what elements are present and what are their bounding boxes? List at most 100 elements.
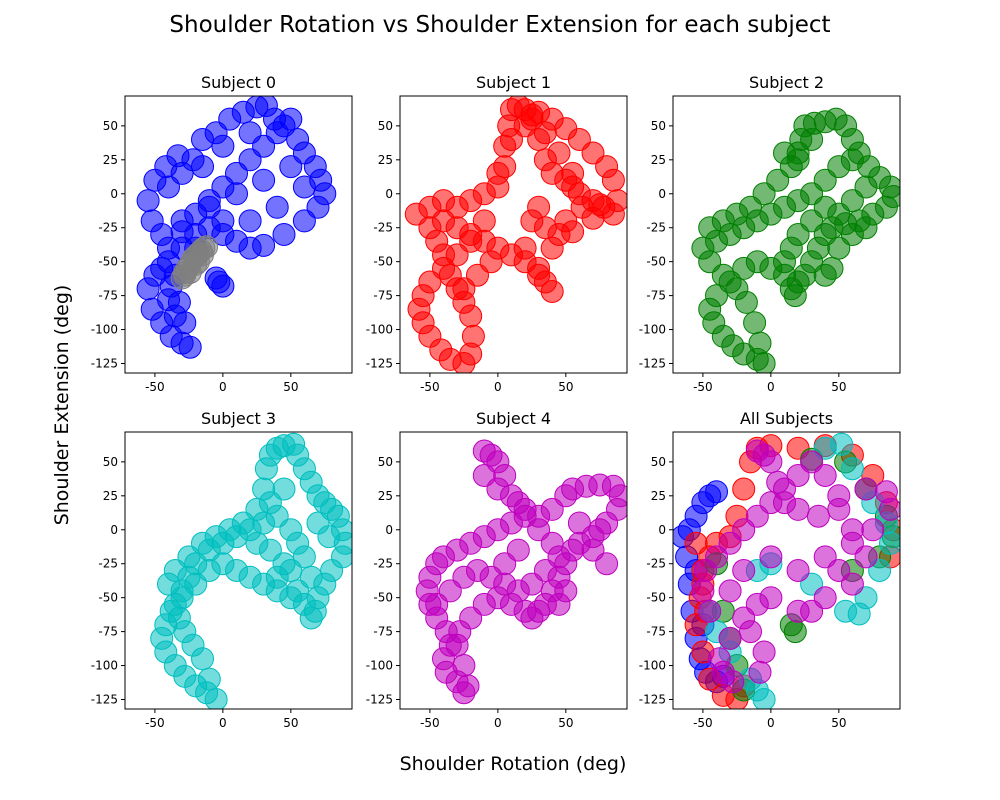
- data-point-s0-80: [520, 103, 544, 127]
- data-point-s0-31: [136, 277, 160, 301]
- figure-xlabel: Shoulder Rotation (deg): [399, 753, 627, 775]
- data-point-s0-73: [854, 216, 878, 240]
- y-tick-label: -50: [373, 255, 393, 269]
- y-tick-label: -75: [373, 289, 393, 303]
- y-tick-label: -75: [646, 289, 666, 303]
- y-tick-label: 0: [385, 523, 393, 537]
- y-tick-label: 25: [378, 489, 393, 503]
- y-tick-label: 25: [103, 489, 118, 503]
- data-point-s4-41: [732, 559, 756, 582]
- data-point-s4-35: [813, 464, 837, 487]
- data-point-s0-68: [245, 531, 269, 555]
- data-point-s2-12: [783, 620, 807, 644]
- y-tick-label: -100: [366, 323, 393, 337]
- data-point-s0-20: [292, 209, 316, 233]
- x-tick-label: -50: [693, 380, 713, 394]
- y-tick-label: 50: [651, 455, 666, 469]
- y-tick-label: 0: [110, 187, 118, 201]
- data-point-s0-33: [486, 175, 510, 199]
- data-point-s0-52: [211, 134, 235, 158]
- axes-frame: [124, 431, 353, 710]
- y-tick-label: -50: [98, 591, 118, 605]
- data-point-s3-8: [840, 457, 864, 481]
- x-tick-label: -50: [145, 716, 165, 730]
- x-tick-label: 0: [767, 716, 775, 730]
- data-point-s0-44: [743, 311, 767, 335]
- data-point-s1-13: [732, 477, 756, 501]
- data-point-s0-42: [752, 352, 776, 373]
- data-point-s0-69: [163, 304, 187, 328]
- x-tick-label: 50: [831, 380, 846, 394]
- x-tick-label: 50: [558, 716, 573, 730]
- figure-title: Shoulder Rotation vs Shoulder Extension …: [169, 12, 831, 38]
- y-tick-label: 0: [385, 187, 393, 201]
- data-point-s0-68: [527, 195, 551, 219]
- y-tick-label: -125: [639, 356, 666, 370]
- data-point-s0-83: [452, 277, 476, 301]
- scatter-points: [150, 432, 352, 709]
- y-tick-label: -25: [646, 221, 666, 235]
- data-point-s4-11: [861, 518, 885, 542]
- data-point-s0-76: [272, 477, 296, 501]
- axes-frame: [399, 431, 628, 710]
- x-tick-label: 50: [831, 716, 846, 730]
- scatter-points: [136, 96, 337, 359]
- y-tick-label: -50: [646, 255, 666, 269]
- y-tick-label: 25: [378, 153, 393, 167]
- data-point-s4-8: [854, 477, 878, 501]
- subplot-5: All Subjects -50 0 50 -125 -100 -75 -50 -25 0 25 50: [639, 409, 901, 730]
- y-tick-label: 25: [651, 153, 666, 167]
- y-tick-label: -25: [373, 557, 393, 571]
- data-point-s4-20: [718, 626, 742, 650]
- data-point-s0-65: [527, 263, 551, 287]
- data-point-s0-68: [595, 552, 619, 576]
- y-tick-label: -125: [91, 692, 118, 706]
- data-point-s0-77: [786, 148, 810, 172]
- x-tick-label: 0: [219, 380, 227, 394]
- subplot-1: Subject 1 -50 0 50 -125 -100 -75 -50 -25 0 25 50: [366, 73, 628, 394]
- y-tick-label: -100: [639, 323, 666, 337]
- data-point-s0-43: [748, 331, 772, 355]
- data-point-s4-47: [854, 545, 878, 569]
- subplot-2: Subject 2 -50 0 50 -125 -100 -75 -50 -25 0 25 50: [639, 73, 901, 394]
- y-tick-label: -100: [91, 659, 118, 673]
- axes-frame: [399, 95, 628, 374]
- y-tick-label: 50: [103, 119, 118, 133]
- data-point-s0-21: [272, 223, 296, 246]
- data-point-s4-37: [840, 518, 864, 542]
- y-tick-label: 25: [103, 153, 118, 167]
- subplot-4: Subject 4 -50 0 50 -125 -100 -75 -50 -25 0 25 50: [366, 409, 628, 730]
- data-point-s4-5: [786, 497, 810, 521]
- axes-frame: [672, 95, 901, 374]
- y-tick-label: 50: [103, 455, 118, 469]
- data-point-s0-73: [561, 220, 585, 244]
- data-point-s0-53: [191, 155, 214, 179]
- data-point-s0-70: [317, 525, 341, 549]
- y-tick-label: -125: [366, 692, 393, 706]
- data-point-s0-60: [252, 168, 276, 192]
- subplot-title: Subject 4: [476, 409, 551, 428]
- y-tick-label: -100: [639, 659, 666, 673]
- data-point-s0-60: [840, 148, 864, 172]
- data-point-s4-10: [879, 497, 900, 521]
- data-point-s0-74: [163, 559, 187, 582]
- data-point-s0-77: [561, 161, 585, 185]
- y-tick-label: -75: [646, 625, 666, 639]
- x-tick-label: -50: [145, 380, 165, 394]
- data-point-s4-36: [827, 497, 851, 521]
- data-point-s4-16: [786, 599, 810, 623]
- data-point-s3-11: [879, 531, 900, 555]
- data-point-s0-64: [238, 209, 262, 233]
- y-tick-label: -75: [373, 625, 393, 639]
- data-point-s0-31: [500, 128, 523, 151]
- data-point-s4-43: [739, 620, 762, 644]
- data-point-s4-40: [759, 545, 783, 569]
- y-tick-label: -50: [98, 255, 118, 269]
- data-point-s0-65: [211, 209, 235, 233]
- data-point-s0-75: [813, 263, 837, 287]
- data-point-s0-0: [136, 189, 160, 213]
- y-tick-label: -50: [646, 591, 666, 605]
- data-point-s4-42: [718, 579, 742, 603]
